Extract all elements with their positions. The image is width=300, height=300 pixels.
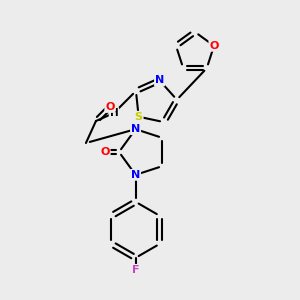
Text: F: F bbox=[132, 265, 139, 275]
Text: O: O bbox=[105, 102, 115, 112]
Text: N: N bbox=[131, 124, 140, 134]
Text: O: O bbox=[209, 41, 219, 51]
Text: H: H bbox=[110, 108, 118, 118]
Text: S: S bbox=[135, 112, 143, 122]
Text: N: N bbox=[155, 76, 164, 85]
Text: N: N bbox=[131, 170, 140, 180]
Text: O: O bbox=[100, 147, 110, 157]
